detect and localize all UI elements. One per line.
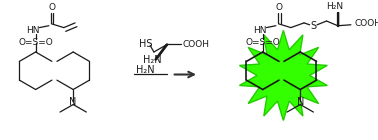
Text: S: S <box>310 21 316 31</box>
Text: O=S=O: O=S=O <box>245 38 280 47</box>
Text: HS: HS <box>139 39 152 49</box>
Text: HN: HN <box>253 26 266 35</box>
Text: O=S=O: O=S=O <box>18 38 53 47</box>
Text: O: O <box>48 3 55 12</box>
Text: HN: HN <box>26 26 40 35</box>
Text: H₂N: H₂N <box>327 2 344 10</box>
Text: H₂N: H₂N <box>143 55 161 65</box>
Text: N: N <box>297 97 304 107</box>
Text: O: O <box>275 3 282 12</box>
Polygon shape <box>239 30 327 121</box>
Text: H₂N: H₂N <box>136 65 155 75</box>
Text: N: N <box>70 97 77 107</box>
Text: COOH: COOH <box>183 40 209 49</box>
Text: COOH: COOH <box>354 19 378 28</box>
